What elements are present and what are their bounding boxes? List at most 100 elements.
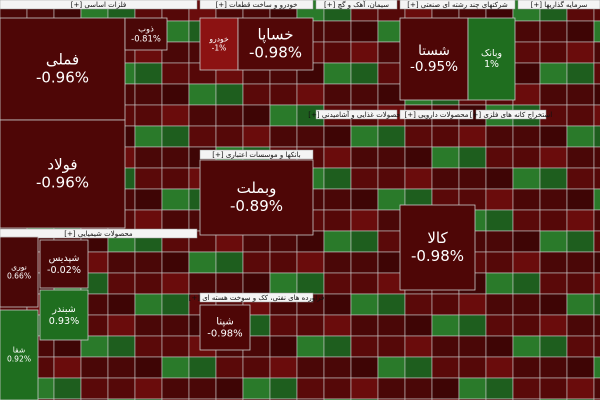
cell <box>323 251 352 274</box>
cell <box>485 335 514 358</box>
cell <box>593 377 600 400</box>
cell <box>296 377 325 400</box>
cell <box>485 209 514 232</box>
cell <box>134 314 163 337</box>
cell <box>566 230 595 253</box>
cell <box>566 20 595 43</box>
cell <box>323 377 352 400</box>
cell <box>269 104 298 127</box>
sector-label: [+] محصولات دارویی <box>405 111 469 119</box>
tile-value: 0.66% <box>7 272 31 281</box>
cell <box>539 209 568 232</box>
cell <box>350 230 379 253</box>
cell <box>539 230 568 253</box>
cell <box>134 251 163 274</box>
cell <box>458 377 487 400</box>
cell <box>350 188 379 211</box>
cell <box>296 272 325 295</box>
cell <box>161 104 190 127</box>
tile-name: خساپا <box>258 26 294 45</box>
cell <box>323 230 352 253</box>
tile <box>467 17 516 101</box>
cell <box>593 335 600 358</box>
cell <box>431 335 460 358</box>
cell <box>161 83 190 106</box>
cell <box>566 314 595 337</box>
cell <box>134 104 163 127</box>
cell <box>539 188 568 211</box>
sector-header <box>0 228 198 239</box>
cell <box>566 125 595 148</box>
tile-value: -0.98% <box>411 247 464 265</box>
cell <box>269 251 298 274</box>
cell <box>242 377 271 400</box>
cell <box>512 41 541 64</box>
cell <box>80 377 109 400</box>
cell <box>350 251 379 274</box>
sector-label: [+] فلزات اساسی <box>71 1 127 9</box>
cell <box>512 335 541 358</box>
tile-name: شبندر <box>51 304 76 315</box>
cell <box>539 251 568 274</box>
cell <box>458 167 487 190</box>
cell <box>161 62 190 85</box>
cell <box>161 272 190 295</box>
sector-label: [+] محصولات شیمیایی <box>64 230 133 238</box>
cell <box>161 125 190 148</box>
cell <box>269 125 298 148</box>
sector-label: [+] سیمان، آهک و گچ <box>324 0 389 9</box>
cell <box>188 125 217 148</box>
cell <box>350 377 379 400</box>
cell <box>566 83 595 106</box>
tile-name: شپدیس <box>49 253 80 264</box>
cell <box>404 125 433 148</box>
tile-value: -0.89% <box>230 197 283 215</box>
cell <box>269 83 298 106</box>
cell <box>593 20 600 43</box>
cell <box>512 188 541 211</box>
cell <box>485 251 514 274</box>
cell <box>323 167 352 190</box>
cell <box>593 230 600 253</box>
cell <box>539 146 568 169</box>
cell <box>323 146 352 169</box>
cell <box>323 272 352 295</box>
cell <box>134 272 163 295</box>
cell <box>242 356 271 379</box>
cell <box>431 356 460 379</box>
tile-value: 0.92% <box>7 355 31 364</box>
cell <box>566 167 595 190</box>
cell <box>134 377 163 400</box>
cell <box>593 314 600 337</box>
cell <box>269 314 298 337</box>
cell <box>458 293 487 316</box>
sector-label: [+] فراورده های نفتی، کک و سوخت هسته ای <box>189 294 325 302</box>
cell <box>296 125 325 148</box>
cell <box>296 314 325 337</box>
cell <box>566 41 595 64</box>
tile <box>0 236 39 308</box>
cell <box>107 293 136 316</box>
cell <box>242 125 271 148</box>
cell <box>593 0 600 22</box>
cell <box>593 251 600 274</box>
cell <box>107 356 136 379</box>
tile-value: -0.02% <box>47 265 81 276</box>
cell <box>323 293 352 316</box>
cell <box>566 251 595 274</box>
cell <box>539 41 568 64</box>
cell <box>485 146 514 169</box>
cell <box>242 83 271 106</box>
tile-name: نوری <box>11 262 27 271</box>
cell <box>593 167 600 190</box>
cell <box>431 377 460 400</box>
cell <box>539 335 568 358</box>
cell <box>431 314 460 337</box>
cell <box>188 104 217 127</box>
cell <box>485 356 514 379</box>
sector-header <box>315 109 398 120</box>
cell <box>350 125 379 148</box>
sector-header <box>0 0 198 10</box>
cell <box>593 62 600 85</box>
